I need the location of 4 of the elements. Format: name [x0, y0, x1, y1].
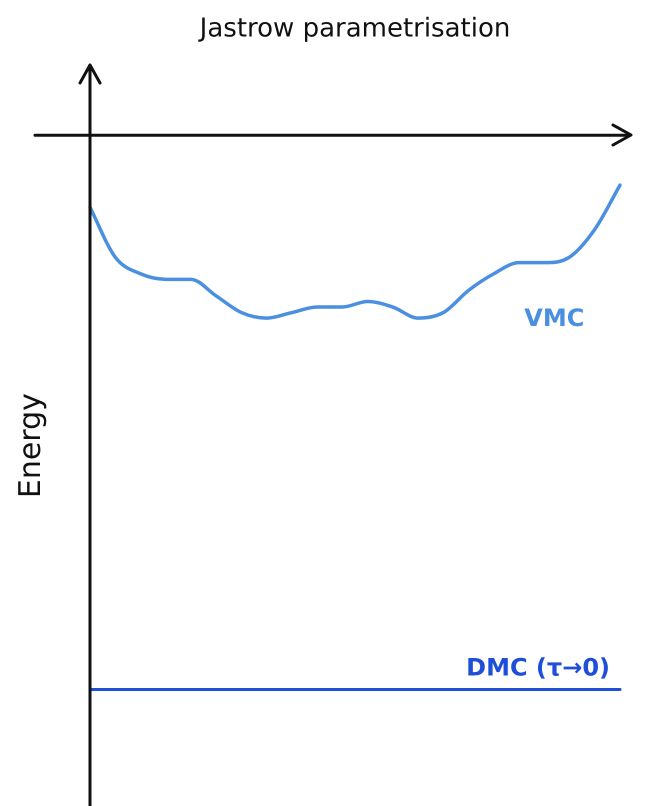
x-axis-title: Jastrow parametrisation — [198, 13, 510, 44]
series-label: VMC — [524, 304, 584, 332]
series-label: DMC (τ→0) — [466, 654, 610, 682]
y-axis-title: Energy — [12, 393, 48, 498]
